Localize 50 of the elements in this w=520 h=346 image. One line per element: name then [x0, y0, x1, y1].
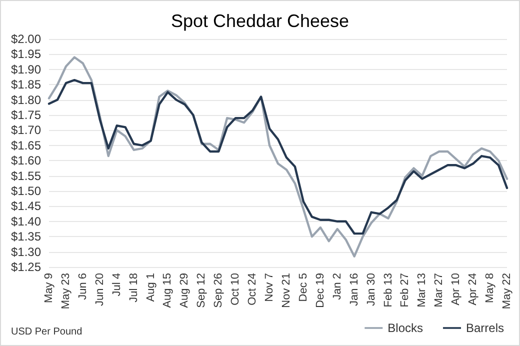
x-tick-label: May 23 — [60, 273, 72, 310]
x-tick-label: Nov 7 — [264, 273, 276, 302]
x-tick-label: Sep 12 — [196, 273, 208, 308]
x-tick-label: May 8 — [484, 273, 496, 303]
y-tick-label: $1.60 — [10, 154, 42, 168]
x-tick-label: Feb 13 — [382, 273, 394, 308]
x-tick-label: Jan 30 — [365, 273, 378, 306]
x-tick-label: Oct 10 — [230, 273, 242, 306]
x-tick-label: Jul 4 — [110, 273, 123, 296]
y-tick-label: $1.50 — [10, 184, 42, 198]
y-tick-label: $1.65 — [10, 138, 42, 152]
x-tick-label: Mar 27 — [433, 273, 446, 308]
x-tick-label: Jan 16 — [348, 273, 360, 306]
y-tick-label: $1.40 — [10, 214, 42, 228]
x-tick-label: Feb 27 — [399, 273, 412, 308]
x-tick-label: Dec 19 — [314, 273, 326, 308]
chart-title: Spot Cheddar Cheese — [170, 11, 350, 31]
x-tick-label: Sep 26 — [212, 273, 225, 308]
y-tick-label: $1.55 — [10, 168, 42, 183]
x-tick-label: Aug 1 — [144, 273, 157, 302]
line-series — [48, 78, 508, 235]
x-tick-label: Jul 18 — [128, 273, 140, 302]
legend-label: Barrels — [466, 321, 504, 335]
x-tick-label: Jan 2 — [331, 273, 344, 300]
y-tick-label: $1.30 — [10, 244, 42, 259]
y-tick-label: $1.95 — [10, 47, 42, 62]
x-tick-label: Apr 24 — [467, 273, 480, 306]
x-tick-label: May 22 — [501, 273, 513, 310]
x-tick-label: Mar 13 — [416, 273, 428, 308]
x-tick-label: Jun 20 — [94, 273, 106, 306]
y-tick-label: $1.45 — [10, 199, 42, 214]
y-tick-label: $1.80 — [10, 92, 42, 107]
legend-label: Blocks — [388, 321, 423, 335]
x-tick-label: Oct 24 — [246, 273, 259, 306]
x-tick-label: Dec 5 — [297, 273, 310, 302]
y-tick-label: $1.35 — [10, 230, 42, 244]
y-tick-label: $1.70 — [10, 123, 42, 138]
y-tick-label: $1.75 — [10, 108, 42, 122]
y-tick-label: $2.00 — [10, 32, 42, 46]
y-tick-label: $1.25 — [10, 260, 42, 274]
y-tick-label: $1.85 — [10, 78, 42, 92]
y-tick-label: $1.90 — [10, 62, 42, 76]
x-tick-label: Apr 10 — [450, 273, 462, 306]
x-tick-label: Jun 6 — [76, 273, 89, 300]
x-tick-label: Nov 21 — [280, 273, 292, 308]
x-tick-label: Aug 15 — [162, 273, 174, 308]
x-tick-label: May 9 — [43, 273, 55, 303]
line-series — [48, 56, 508, 258]
x-tick-label: Aug 29 — [178, 273, 191, 308]
text: USD Per Pound — [11, 326, 82, 338]
